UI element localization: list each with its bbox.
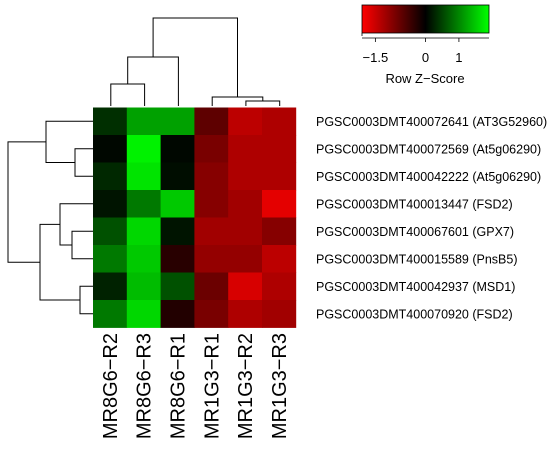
heatmap-cell-r5-c3 (160, 217, 195, 246)
heatmap-cell-r6-c4 (194, 245, 229, 273)
row-labels: PGSC0003DMT400072641 (AT3G52960) PGSC0003… (316, 115, 547, 322)
column-dendrogram (110, 17, 281, 106)
heatmap-cell-r3-c6 (262, 162, 297, 191)
heatmap-cell-r2-c1 (93, 135, 128, 163)
heatmap-cell-r1-c6 (262, 107, 297, 136)
color-key-tick-label: 0 (422, 50, 429, 65)
heatmap-cell-r7-c6 (262, 272, 297, 301)
heatmap-cell-r4-c3 (160, 190, 195, 218)
heatmap-cell-r7-c2 (126, 272, 161, 301)
heatmap-cell-r1-c3 (160, 107, 195, 136)
heatmap-cell-r1-c1 (93, 107, 128, 136)
heatmap-cell-r4-c4 (194, 190, 229, 218)
heatmap-cell-r6-c2 (126, 245, 161, 273)
color-key-axis (361, 33, 489, 39)
heatmap-cell-r3-c1 (93, 162, 128, 191)
heatmap-cell-r5-c6 (262, 217, 297, 246)
row-dendro-root (7, 141, 46, 263)
column-label: MR8G6−R3 (134, 333, 156, 439)
heatmap-cell-r2-c4 (194, 135, 229, 163)
column-labels: MR8G6−R2 MR8G6−R3 MR8G6−R1 MR1G3−R1 MR1G3−R2… (100, 333, 291, 439)
row-label: PGSC0003DMT400013447 (FSD2) (316, 197, 513, 211)
heatmap-cell-r4-c2 (126, 190, 161, 218)
heatmap-cell-r5-c1 (93, 217, 128, 246)
col-dendro-branch-mr1g3-r2-r3 (245, 100, 281, 106)
color-key-tick-label: −1.5 (363, 50, 389, 65)
color-key-tick-label: 1 (455, 50, 462, 65)
heatmap-cell-r8-c2 (126, 300, 161, 328)
column-label: MR1G3−R3 (269, 333, 291, 439)
row-dendrogram (7, 120, 93, 315)
heatmap-cell-r7-c5 (228, 272, 263, 301)
row-dendro-branch-top-cluster (45, 120, 93, 163)
color-key: −1.5 0 1 Row Z−Score (361, 4, 490, 86)
heatmap-cell-r1-c5 (228, 107, 263, 136)
heatmap-cell-r8-c1 (93, 300, 128, 328)
color-key-bar (361, 4, 490, 34)
heatmap-cell-r7-c3 (160, 272, 195, 301)
heatmap-cell-r7-c1 (93, 272, 128, 301)
row-dendro-branch-rows-4-56 (59, 203, 93, 246)
heatmap-cell-r6-c3 (160, 245, 195, 273)
heatmap-cell-r2-c3 (160, 135, 195, 163)
col-dendro-root (152, 17, 238, 97)
row-label: PGSC0003DMT400042937 (MSD1) (316, 280, 515, 294)
row-label: PGSC0003DMT400070920 (FSD2) (316, 307, 513, 321)
row-label: PGSC0003DMT400067601 (GPX7) (316, 225, 514, 239)
heatmap-cell-r2-c2 (126, 135, 161, 163)
row-label: PGSC0003DMT400042222 (At5g06290) (316, 170, 541, 184)
row-dendro-branch-rows-7-8 (79, 285, 93, 315)
heatmap-cell-r5-c2 (126, 217, 161, 246)
heatmap-cell-r3-c3 (160, 162, 195, 191)
heatmap-cell-r8-c4 (194, 300, 229, 328)
column-label: MR1G3−R2 (235, 333, 257, 439)
row-dendro-branch-rows-2-3 (74, 148, 93, 177)
column-label: MR1G3−R1 (201, 333, 223, 439)
heatmap-cell-r7-c4 (194, 272, 229, 301)
row-dendro-branch-rows-5-6 (71, 230, 93, 260)
row-label: PGSC0003DMT400072641 (AT3G52960) (316, 115, 547, 129)
color-key-title: Row Z−Score (385, 71, 464, 86)
col-dendro-branch-mr8g6 (127, 56, 179, 106)
heatmap-cell-r8-c5 (228, 300, 263, 328)
heatmap-cell-r3-c5 (228, 162, 263, 191)
heatmap-cell-r1-c4 (194, 107, 229, 136)
heatmap-grid (93, 107, 297, 328)
column-label: MR8G6−R1 (168, 333, 190, 439)
heatmap-cell-r4-c1 (93, 190, 128, 218)
heatmap-cell-r8-c3 (160, 300, 195, 328)
heatmap-cell-r5-c5 (228, 217, 263, 246)
heatmap-cell-r1-c2 (126, 107, 161, 136)
heatmap-cell-r6-c6 (262, 245, 297, 273)
heatmap-cell-r4-c5 (228, 190, 263, 218)
heatmap-cell-r3-c4 (194, 162, 229, 191)
heatmap-cell-r4-c6 (262, 190, 297, 218)
column-label: MR8G6−R2 (100, 333, 122, 439)
heatmap-cell-r6-c1 (93, 245, 128, 273)
row-label: PGSC0003DMT400015589 (PnsB5) (316, 252, 518, 266)
row-label: PGSC0003DMT400072569 (At5g06290) (316, 142, 541, 156)
col-dendro-branch-mr8g6-r2-r3 (110, 83, 146, 106)
heatmap-cell-r3-c2 (126, 162, 161, 191)
heatmap-cell-r2-c6 (262, 135, 297, 163)
heatmap-cell-r2-c5 (228, 135, 263, 163)
heatmap-cell-r8-c6 (262, 300, 297, 328)
heatmap-cell-r6-c5 (228, 245, 263, 273)
heatmap-cell-r5-c4 (194, 217, 229, 246)
